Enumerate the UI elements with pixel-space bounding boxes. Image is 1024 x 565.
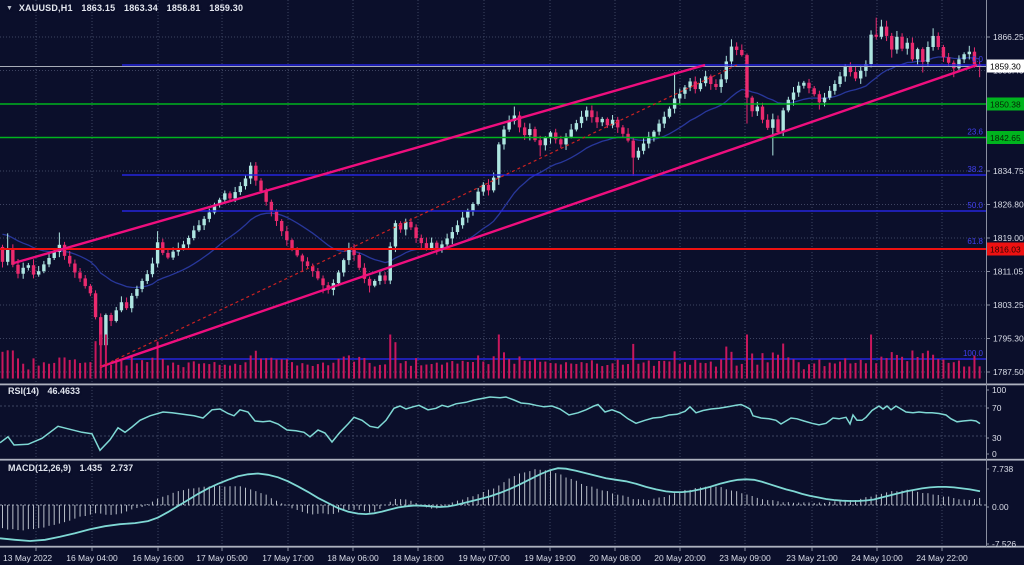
svg-text:1819.00: 1819.00 xyxy=(993,233,1024,243)
moving-average-line xyxy=(2,56,980,289)
svg-text:24 May 10:00: 24 May 10:00 xyxy=(851,553,903,563)
svg-text:70: 70 xyxy=(992,403,1002,413)
svg-text:16 May 16:00: 16 May 16:00 xyxy=(132,553,184,563)
svg-text:1834.75: 1834.75 xyxy=(993,166,1024,176)
candles-layer xyxy=(0,17,982,362)
symbol-label: XAUUSD,H1 xyxy=(18,3,73,13)
svg-text:20 May 20:00: 20 May 20:00 xyxy=(654,553,706,563)
svg-text:1826.80: 1826.80 xyxy=(993,200,1024,210)
volume-bars xyxy=(1,334,981,379)
svg-text:0.00: 0.00 xyxy=(992,502,1009,512)
svg-text:30: 30 xyxy=(992,433,1002,443)
price-axis: 1866.251858.451834.751826.801819.001811.… xyxy=(986,32,1024,377)
svg-text:1816.03: 1816.03 xyxy=(990,245,1021,255)
svg-text:1866.25: 1866.25 xyxy=(993,32,1024,42)
svg-text:1850.38: 1850.38 xyxy=(990,100,1021,110)
macd-name: MACD(12,26,9) xyxy=(8,463,72,473)
svg-text:1787.50: 1787.50 xyxy=(993,367,1024,377)
indicator-axis: 100 70 30 0 7.738 0.00 -7.526 xyxy=(986,385,1016,549)
trendlines xyxy=(13,63,978,369)
svg-text:16 May 04:00: 16 May 04:00 xyxy=(66,553,118,563)
time-axis: 13 May 2022 16 May 04:00 16 May 16:00 17 Ma… xyxy=(3,547,968,563)
macd-main-value: 1.435 xyxy=(79,463,103,473)
rsi-value: 46.4633 xyxy=(47,386,81,396)
svg-text:17 May 17:00: 17 May 17:00 xyxy=(262,553,314,563)
svg-text:-7.526: -7.526 xyxy=(992,539,1016,549)
svg-text:20 May 08:00: 20 May 08:00 xyxy=(589,553,641,563)
quote-close: 1859.30 xyxy=(209,3,244,13)
macd-panel xyxy=(0,467,981,542)
svg-text:19 May 19:00: 19 May 19:00 xyxy=(524,553,576,563)
rsi-panel xyxy=(0,396,981,452)
svg-text:13 May 2022: 13 May 2022 xyxy=(3,553,52,563)
horizontal-lines xyxy=(0,64,986,360)
svg-text:1842.65: 1842.65 xyxy=(990,133,1021,143)
svg-text:50.0: 50.0 xyxy=(967,201,983,210)
svg-text:23 May 09:00: 23 May 09:00 xyxy=(719,553,771,563)
rsi-indicator-label: RSI(14) 46.4633 xyxy=(8,386,86,396)
panel-separators xyxy=(0,0,1024,548)
svg-text:0: 0 xyxy=(992,449,997,459)
svg-text:0.0: 0.0 xyxy=(972,55,984,64)
svg-text:23.6: 23.6 xyxy=(967,128,983,137)
svg-text:100.0: 100.0 xyxy=(963,349,984,358)
quote-open: 1863.15 xyxy=(81,3,116,13)
svg-text:18 May 06:00: 18 May 06:00 xyxy=(327,553,379,563)
svg-text:24 May 22:00: 24 May 22:00 xyxy=(916,553,968,563)
svg-text:1859.30: 1859.30 xyxy=(990,62,1021,72)
svg-text:61.8: 61.8 xyxy=(967,237,983,246)
rsi-name: RSI(14) xyxy=(8,386,40,396)
svg-text:38.2: 38.2 xyxy=(967,165,983,174)
svg-text:18 May 18:00: 18 May 18:00 xyxy=(392,553,444,563)
svg-text:7.738: 7.738 xyxy=(992,464,1014,474)
quote-high: 1863.34 xyxy=(124,3,158,13)
svg-text:100: 100 xyxy=(992,385,1006,395)
macd-signal-value: 2.737 xyxy=(110,463,134,473)
svg-text:23 May 21:00: 23 May 21:00 xyxy=(786,553,838,563)
fibonacci-labels: 0.0 23.6 38.2 50.0 61.8 100.0 xyxy=(963,55,984,358)
svg-text:17 May 05:00: 17 May 05:00 xyxy=(196,553,248,563)
symbol-dropdown-icon[interactable]: ▼ xyxy=(6,5,14,12)
svg-text:19 May 07:00: 19 May 07:00 xyxy=(458,553,510,563)
svg-text:1811.05: 1811.05 xyxy=(993,267,1023,277)
macd-indicator-label: MACD(12,26,9) 1.435 2.737 xyxy=(8,463,139,473)
chart-title: ▼ XAUUSD,H1 1863.15 1863.34 1858.81 1859… xyxy=(6,3,249,13)
svg-text:1795.30: 1795.30 xyxy=(993,334,1024,344)
quote-low: 1858.81 xyxy=(166,3,201,13)
svg-text:1803.25: 1803.25 xyxy=(993,300,1024,310)
